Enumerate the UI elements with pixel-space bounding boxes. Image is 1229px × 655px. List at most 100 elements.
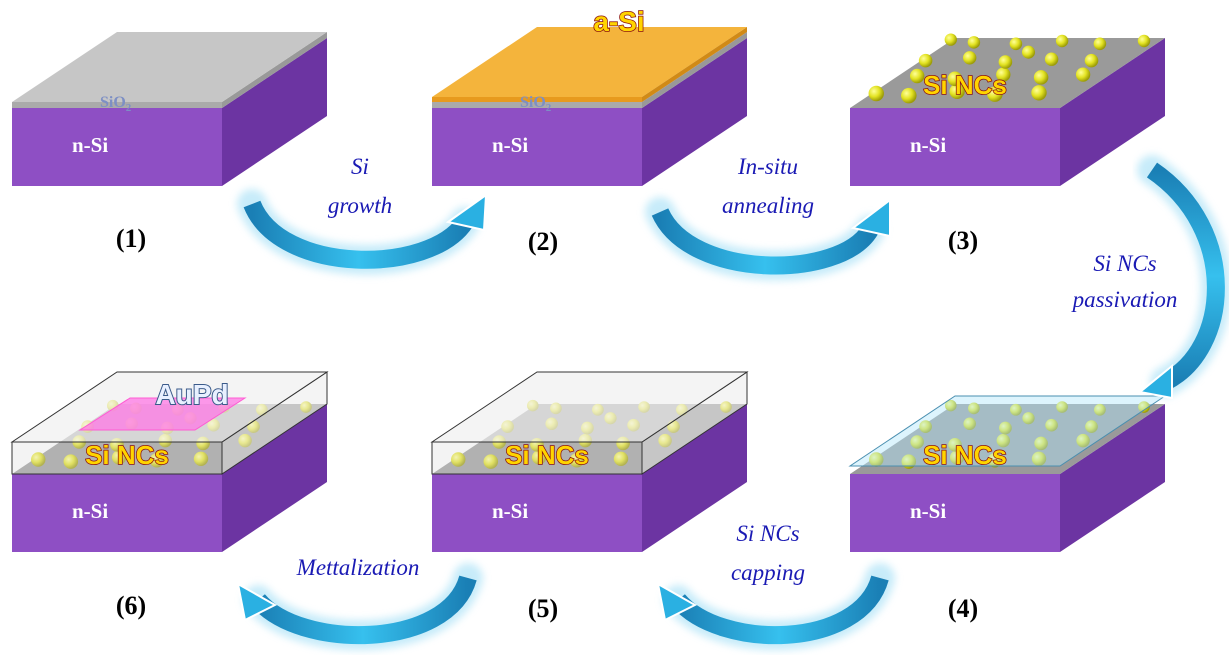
- sio2-layer-front: [432, 102, 642, 108]
- nanocrystal-dot: [149, 452, 165, 468]
- arrow-step4-to-step5: [656, 563, 895, 651]
- nanocrystal-dot: [483, 454, 499, 469]
- block-step-3: n-Si Si NCs: [850, 33, 1165, 186]
- arrow-head-icon: [236, 582, 278, 622]
- nanocrystal-dot: [1033, 70, 1049, 85]
- nanocrystal-dot: [918, 53, 933, 68]
- nanocrystal-dot: [1031, 451, 1047, 466]
- step-number-6: (6): [116, 591, 146, 620]
- substrate-side: [642, 38, 747, 186]
- nanocrystal-dot: [1075, 67, 1091, 82]
- nanocrystal-dot: [1022, 412, 1035, 425]
- nanocrystal-dot: [531, 450, 547, 465]
- nanocrystal-dot: [1010, 403, 1022, 416]
- si-ncs-label: Si NCs: [85, 440, 169, 470]
- block-step-6: n-Si AuPd Si NCs: [10, 371, 329, 552]
- arrow-head-icon: [445, 192, 488, 232]
- nanocrystal-dot: [998, 55, 1013, 69]
- nanocrystal-dot: [963, 51, 977, 65]
- nanocrystal-dot: [944, 33, 957, 46]
- nanocrystal-dot: [1031, 85, 1047, 101]
- nanocrystal-dot: [1093, 37, 1107, 51]
- substrate-front: [12, 108, 222, 186]
- nanocrystal-dot: [569, 452, 585, 468]
- asi-layer-side: [642, 27, 747, 102]
- substrate-label: n-Si: [910, 499, 946, 523]
- substrate-side: [1060, 38, 1165, 186]
- caption-annealing-line1: In-situ: [737, 154, 798, 179]
- substrate-front: [850, 108, 1060, 186]
- nanocrystal-dot: [868, 85, 884, 102]
- si-ncs-label: Si NCs: [923, 70, 1007, 100]
- block-step-4: n-Si Si NCs: [848, 395, 1167, 552]
- nanocrystal-dot: [996, 433, 1011, 448]
- nanocrystal-dot: [1034, 436, 1048, 451]
- arrow-step2-to-step3: [645, 197, 891, 281]
- nanocrystal-dot: [1045, 418, 1058, 432]
- arrow-head-icon: [1137, 363, 1173, 400]
- nanocrystal-dot: [919, 420, 932, 433]
- caption-passivation-line1: Si NCs: [1093, 251, 1156, 276]
- block-step-1: n-Si SiO2: [12, 32, 327, 186]
- block-step-2: n-Si SiO2 a-Si: [432, 5, 747, 186]
- substrate-side: [222, 404, 327, 552]
- nanocrystal-dot: [901, 454, 917, 469]
- step-number-1: (1): [116, 224, 146, 253]
- nanocrystal-dot: [967, 36, 981, 49]
- substrate-side: [222, 38, 327, 186]
- arrow-step3-to-step4: [1137, 155, 1229, 400]
- arrow-step1-to-step2: [237, 189, 488, 275]
- arrow-step5-to-step6: [236, 563, 483, 651]
- sio2-label: SiO2: [100, 94, 132, 114]
- caption-si-growth-line1: Si: [351, 154, 369, 179]
- si-ncs-label: Si NCs: [505, 440, 589, 470]
- caption-annealing-line2: annealing: [722, 193, 814, 218]
- substrate-front: [432, 108, 642, 186]
- sio2-layer-side: [222, 32, 327, 108]
- aupd-contact: [78, 397, 247, 431]
- nanocrystal-dot: [910, 68, 925, 84]
- caption-capping-line1: Si NCs: [736, 521, 799, 546]
- capping-front: [431, 441, 643, 475]
- substrate-label: n-Si: [492, 133, 528, 157]
- nanocrystal-dot: [1044, 52, 1059, 66]
- substrate-label: n-Si: [910, 133, 946, 157]
- nanocrystal-dot: [111, 450, 127, 465]
- substrate-side: [1060, 404, 1165, 552]
- device-blocks: n-Si SiO2 n-Si SiO2 a-Si n-Si Si NCs n-Si Si NCs…: [10, 5, 1167, 552]
- si-ncs-label: Si NCs: [923, 440, 1007, 470]
- asi-layer-front: [432, 97, 642, 102]
- process-arrows: [236, 155, 1229, 651]
- arrow-head-icon: [656, 582, 698, 622]
- nanocrystal-dot: [947, 71, 963, 87]
- sio2-layer-top: [12, 32, 327, 102]
- substrate-label: n-Si: [72, 499, 108, 523]
- capping-front: [11, 441, 223, 475]
- substrate-label: n-Si: [492, 499, 528, 523]
- nanocrystal-dot: [613, 451, 629, 466]
- nanocrystal-dot: [1055, 34, 1069, 48]
- nanocrystal-dot: [1137, 34, 1151, 48]
- nanocrystal-dot: [949, 450, 965, 465]
- aupd-label: AuPd: [155, 379, 228, 410]
- substrate-front: [432, 474, 642, 552]
- nanocrystal-dot: [996, 67, 1011, 82]
- step-number-4: (4): [948, 594, 978, 623]
- transition-captions: Si growth In-situ annealing Si NCs passi…: [296, 154, 1178, 585]
- arrow-head-icon: [850, 197, 891, 238]
- nanocrystal-dot: [999, 421, 1012, 435]
- nanocrystal-dot: [963, 417, 976, 431]
- nanocrystal-dot: [1021, 45, 1036, 59]
- nanocrystal-dot: [1138, 401, 1150, 413]
- substrate-front: [12, 474, 222, 552]
- sio2-layer-side: [642, 32, 747, 108]
- caption-si-growth-line2: growth: [328, 193, 392, 218]
- substrate-front: [850, 474, 1060, 552]
- nanocrystal-dot: [910, 435, 924, 449]
- nanocrystal-dot: [945, 399, 957, 412]
- nanocrystal-dot: [949, 83, 965, 100]
- nanocrystal-dot: [1076, 433, 1090, 448]
- asi-layer-top: [432, 27, 747, 97]
- caption-passivation-line2: passivation: [1071, 287, 1178, 312]
